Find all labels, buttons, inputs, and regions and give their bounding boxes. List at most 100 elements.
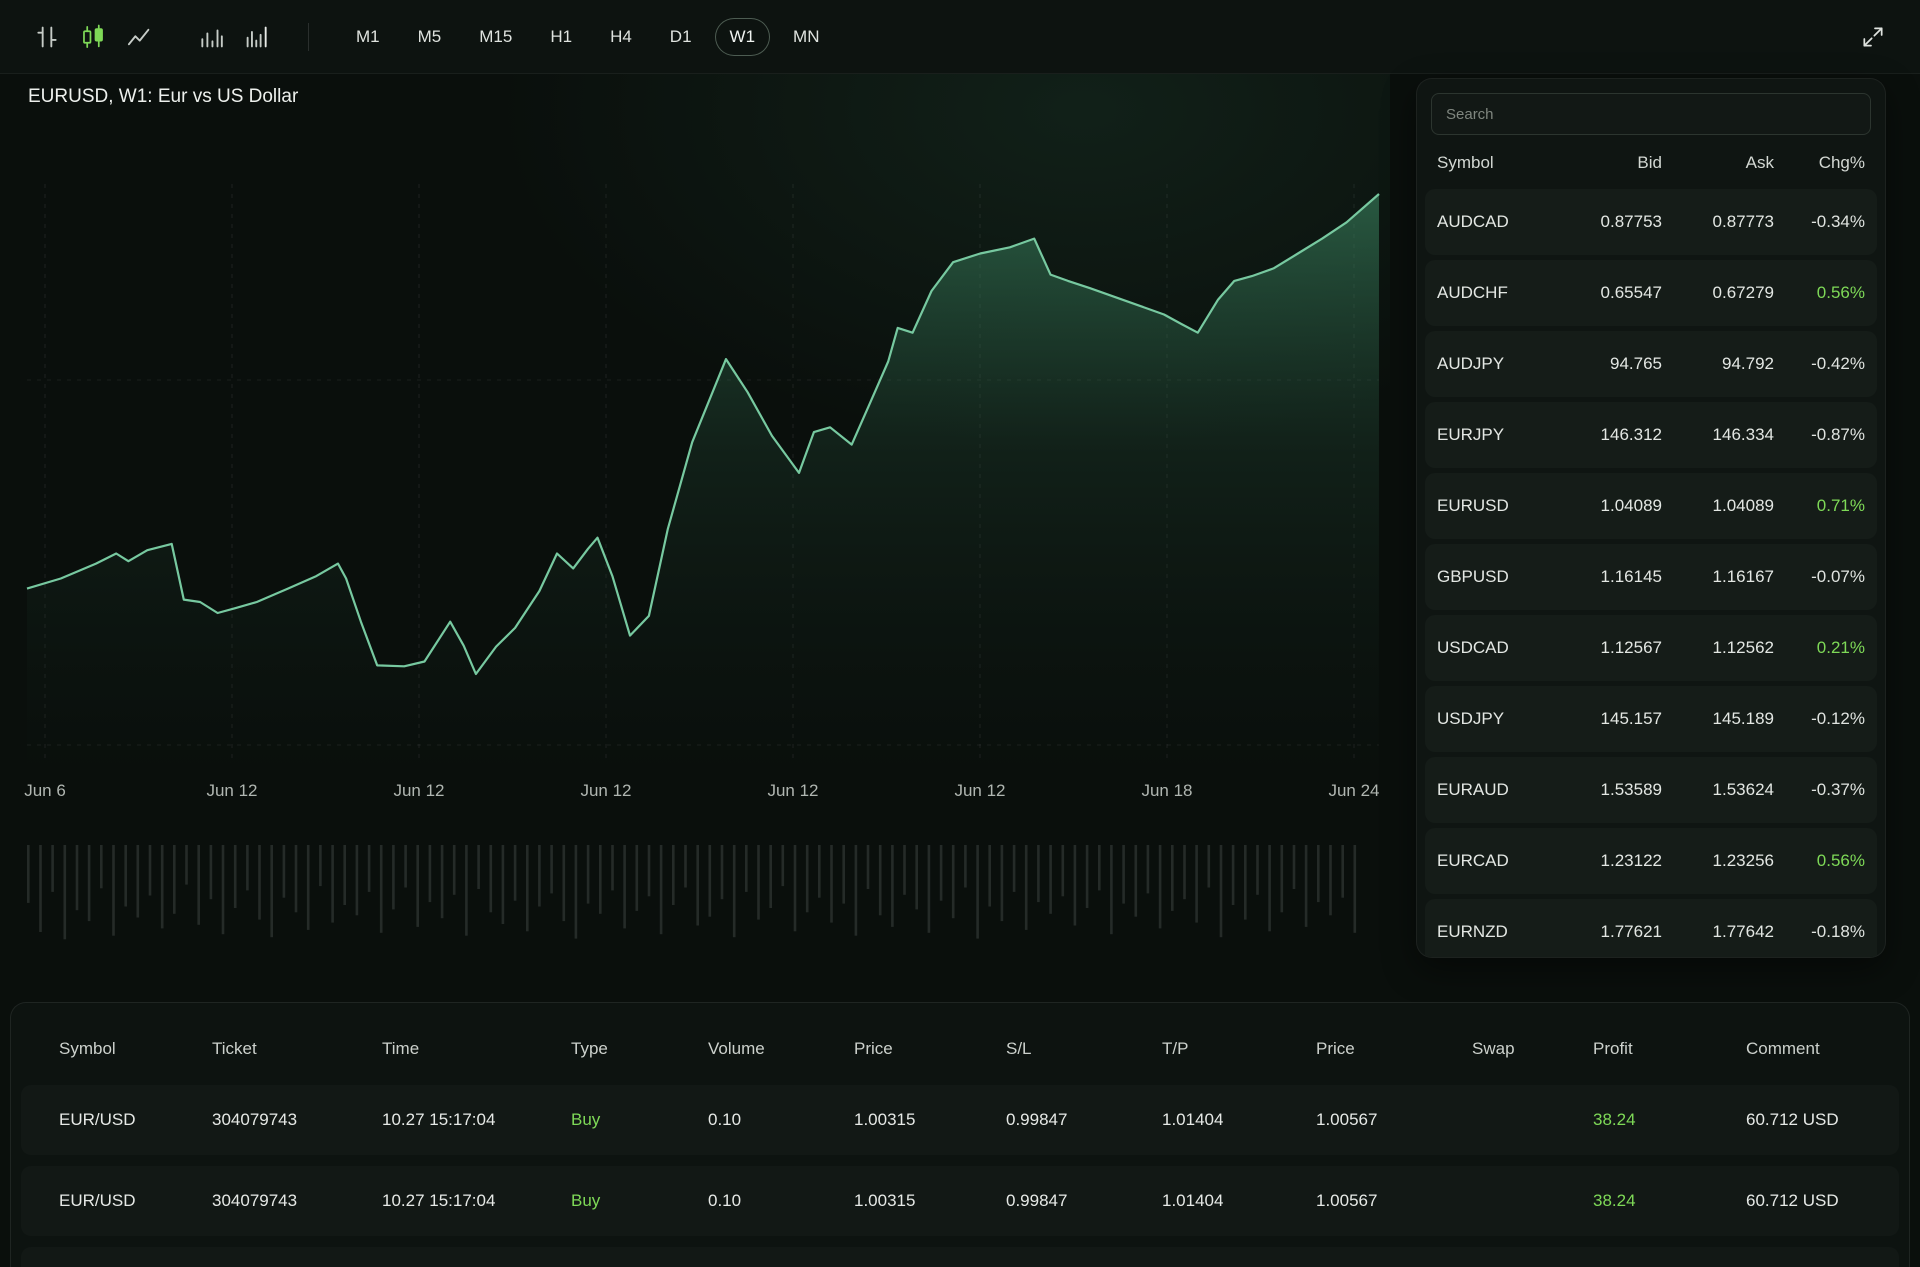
ask: 0.87773 (1712, 212, 1774, 231)
chart-toolbar: M1 M5 M15 H1 H4 D1 W1 MN (0, 0, 1920, 74)
ask: 1.53624 (1712, 780, 1774, 799)
time: 10.27 15:17:04 (382, 1191, 496, 1210)
timeframe-m15[interactable]: M15 (464, 18, 527, 56)
positions-header: Symbol Ticket Time Type Volume Price S/L T/P Pri… (11, 1003, 1909, 1085)
svg-text:Jun 12: Jun 12 (767, 781, 818, 800)
symbol: AUDJPY (1437, 354, 1505, 373)
bid: 1.16145 (1600, 567, 1662, 586)
chg: -0.18% (1811, 922, 1865, 941)
x-axis-labels: Jun 6 Jun 12 Jun 12 Jun 12 Jun 12 Jun 12 Jun 1… (24, 781, 1379, 800)
market-watch-row-audjpy[interactable]: AUDJPY 94.765 94.792 -0.42% (1425, 331, 1877, 397)
mw-col-chgpct: Chg% (1818, 153, 1865, 172)
ask: 1.16167 (1712, 567, 1774, 586)
histogram-indicator-button[interactable] (188, 14, 234, 60)
market-watch-header: Symbol Bid Ask Chg% (1425, 135, 1877, 189)
price-line (26, 193, 1380, 676)
fullscreen-button[interactable] (1850, 14, 1896, 60)
symbol: EURCAD (1437, 851, 1509, 870)
pos-col-6: S/L (1006, 1039, 1032, 1058)
fullscreen-expand-icon (1863, 26, 1883, 47)
pos-col-10: Profit (1593, 1039, 1633, 1058)
comment: 60.712 USD (1746, 1191, 1839, 1210)
timeframe-selector: M1 M5 M15 H1 H4 D1 W1 MN (337, 18, 838, 56)
pos-col-0: Symbol (59, 1039, 116, 1058)
svg-text:Jun 12: Jun 12 (954, 781, 1005, 800)
ticket: 304079743 (212, 1191, 298, 1210)
pos-col-11: Comment (1746, 1039, 1820, 1058)
price2: 1.00567 (1316, 1110, 1378, 1129)
ask: 145.189 (1712, 709, 1774, 728)
pos-col-9: Swap (1472, 1039, 1515, 1058)
chg: 0.21% (1816, 638, 1865, 657)
market-watch-row-eurcad[interactable]: EURCAD 1.23122 1.23256 0.56% (1425, 828, 1877, 894)
market-watch-panel: Symbol Bid Ask Chg% AUDCAD 0.87753 0.87773 -0.… (1416, 78, 1886, 958)
symbol: EURNZD (1437, 922, 1508, 941)
svg-text:Jun 6: Jun 6 (24, 781, 66, 800)
pos-col-2: Time (382, 1039, 420, 1058)
bid: 146.312 (1600, 425, 1662, 444)
ask: 1.12562 (1712, 638, 1774, 657)
candlestick-icon (83, 24, 103, 48)
price2: 1.00567 (1316, 1191, 1378, 1210)
svg-text:Jun 12: Jun 12 (206, 781, 257, 800)
volume: 0.10 (708, 1110, 742, 1129)
positions-list: EUR/USD 304079743 10.27 15:17:04 Buy 0.10 1.0… (11, 1085, 1909, 1267)
ask: 0.67279 (1712, 283, 1774, 302)
chart-type-line-button[interactable] (116, 14, 162, 60)
mw-col-bid: Bid (1637, 153, 1662, 172)
timeframe-m5[interactable]: M5 (403, 18, 457, 56)
pos-col-4: Volume (708, 1039, 765, 1058)
type: Buy (571, 1191, 601, 1210)
svg-text:Jun 12: Jun 12 (580, 781, 631, 800)
market-watch-row-eurjpy[interactable]: EURJPY 146.312 146.334 -0.87% (1425, 402, 1877, 468)
market-watch-row-usdcad[interactable]: USDCAD 1.12567 1.12562 0.21% (1425, 615, 1877, 681)
chg: -0.37% (1811, 780, 1865, 799)
market-watch-row-audchf[interactable]: AUDCHF 0.65547 0.67279 0.56% (1425, 260, 1877, 326)
timeframe-h4[interactable]: H4 (595, 18, 647, 56)
market-watch-row-usdjpy[interactable]: USDJPY 145.157 145.189 -0.12% (1425, 686, 1877, 752)
sl: 0.99847 (1006, 1191, 1068, 1210)
ticket: 304079743 (212, 1110, 298, 1129)
bid: 1.04089 (1600, 496, 1662, 515)
symbol: EURAUD (1437, 780, 1509, 799)
timeframe-m1[interactable]: M1 (341, 18, 395, 56)
bid: 94.765 (1610, 354, 1662, 373)
market-watch-row-audcad[interactable]: AUDCAD 0.87753 0.87773 -0.34% (1425, 189, 1877, 255)
mw-col-ask: Ask (1745, 153, 1774, 172)
timeframe-mn[interactable]: MN (778, 18, 834, 56)
timeframe-d1[interactable]: D1 (655, 18, 707, 56)
type: Buy (571, 1110, 601, 1129)
chart-type-bars-button[interactable] (24, 14, 70, 60)
symbol: USDCAD (1437, 638, 1509, 657)
symbol: USDJPY (1437, 709, 1505, 728)
price-area (27, 194, 1379, 774)
time: 10.27 15:17:04 (382, 1110, 496, 1129)
bid: 1.53589 (1600, 780, 1662, 799)
histogram-icon (201, 29, 223, 47)
market-watch-search-input[interactable] (1431, 93, 1871, 135)
volume-bars (27, 845, 1357, 940)
price-chart[interactable]: Jun 6 Jun 12 Jun 12 Jun 12 Jun 12 Jun 12 Jun 1… (0, 74, 1390, 974)
line-chart-icon (127, 28, 150, 45)
market-watch-row-euraud[interactable]: EURAUD 1.53589 1.53624 -0.37% (1425, 757, 1877, 823)
profit: 38.24 (1593, 1110, 1636, 1129)
positions-panel: Symbol Ticket Time Type Volume Price S/L T/P Pri… (10, 1002, 1910, 1267)
market-watch-row-eurnzd[interactable]: EURNZD 1.77621 1.77642 -0.18% (1425, 899, 1877, 957)
timeframe-w1[interactable]: W1 (715, 18, 771, 56)
bid: 145.157 (1600, 709, 1662, 728)
volume-profile-icon (246, 26, 267, 47)
pos-col-1: Ticket (212, 1039, 257, 1058)
chg: -0.34% (1811, 212, 1865, 231)
chart-type-candles-button[interactable] (70, 14, 116, 60)
bid: 0.87753 (1600, 212, 1662, 231)
chg: 0.56% (1816, 283, 1865, 302)
market-watch-row-eurusd[interactable]: EURUSD 1.04089 1.04089 0.71% (1425, 473, 1877, 539)
timeframe-h1[interactable]: H1 (535, 18, 587, 56)
market-watch-row-gbpusd[interactable]: GBPUSD 1.16145 1.16167 -0.07% (1425, 544, 1877, 610)
price: 1.00315 (854, 1191, 916, 1210)
volume-profile-button[interactable] (234, 14, 280, 60)
ohlc-bars-icon (37, 26, 57, 47)
